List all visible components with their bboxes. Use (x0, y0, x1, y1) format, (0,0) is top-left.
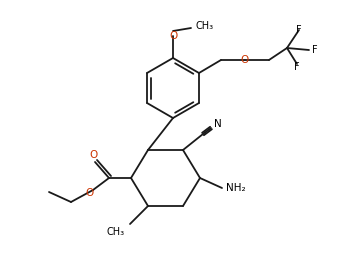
Text: F: F (294, 62, 300, 72)
Text: F: F (296, 25, 302, 35)
Text: CH₃: CH₃ (107, 227, 125, 237)
Text: CH₃: CH₃ (196, 21, 214, 31)
Text: O: O (169, 31, 177, 41)
Text: NH₂: NH₂ (226, 183, 246, 193)
Text: O: O (241, 55, 249, 65)
Text: N: N (214, 119, 222, 129)
Text: F: F (312, 45, 318, 55)
Text: O: O (86, 188, 94, 198)
Text: O: O (89, 150, 97, 160)
